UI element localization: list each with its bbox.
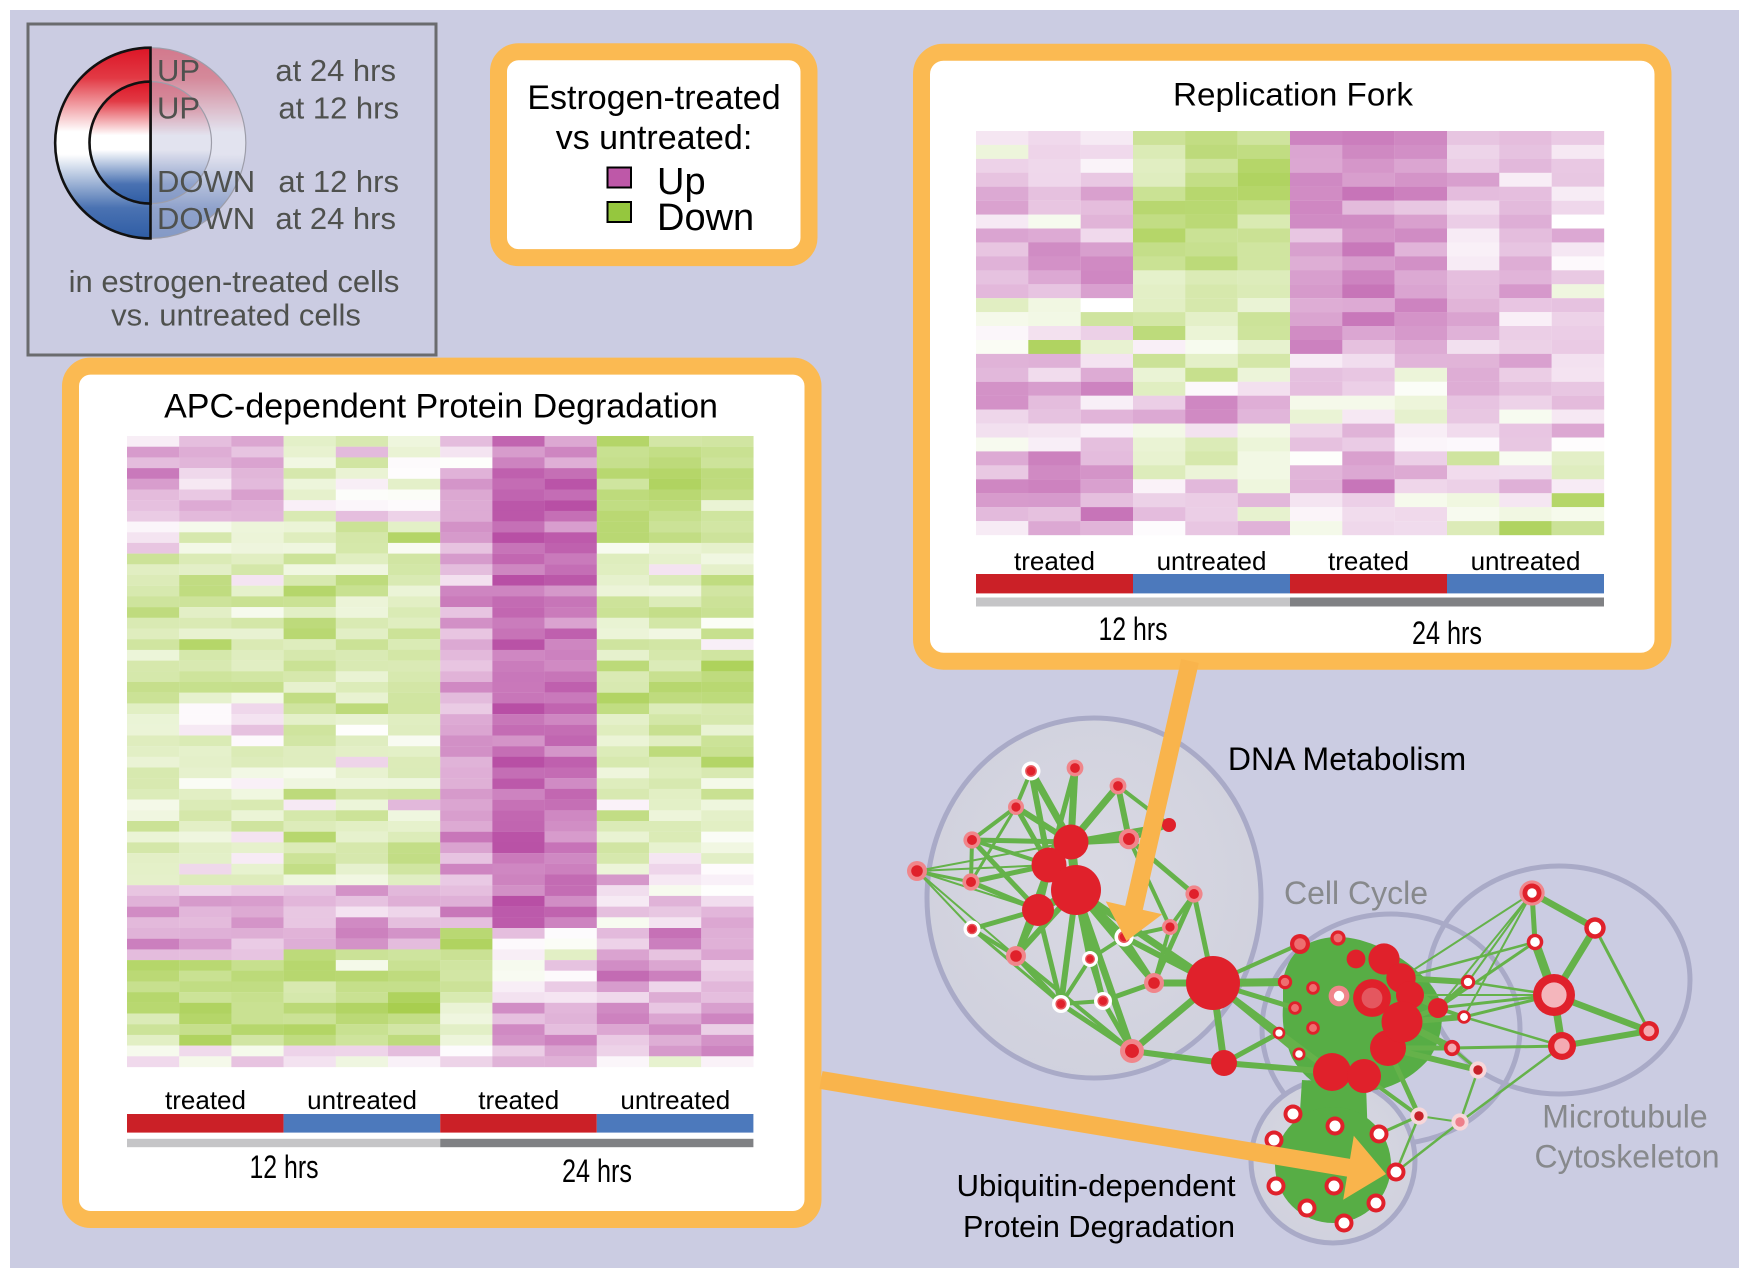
svg-text:treated: treated [1014, 546, 1095, 576]
svg-text:treated: treated [478, 1085, 559, 1115]
svg-text:Cytoskeleton: Cytoskeleton [1535, 1139, 1720, 1175]
svg-text:in estrogen-treated cells: in estrogen-treated cells [69, 264, 400, 299]
svg-text:UP: UP [157, 91, 200, 126]
svg-text:at 24 hrs: at 24 hrs [275, 53, 396, 88]
svg-text:UP: UP [157, 53, 200, 88]
svg-text:Ubiquitin-dependent: Ubiquitin-dependent [957, 1168, 1236, 1203]
svg-text:DOWN: DOWN [157, 164, 255, 199]
svg-text:12 hrs: 12 hrs [1099, 611, 1168, 647]
svg-text:vs. untreated cells: vs. untreated cells [111, 298, 361, 333]
svg-text:Cell Cycle: Cell Cycle [1284, 875, 1428, 911]
svg-text:untreated: untreated [1471, 546, 1581, 576]
svg-text:APC-dependent Protein Degradat: APC-dependent Protein Degradation [164, 388, 718, 426]
svg-text:treated: treated [1328, 546, 1409, 576]
svg-text:Down: Down [657, 197, 754, 239]
svg-text:untreated: untreated [620, 1085, 730, 1115]
svg-text:Protein Degradation: Protein Degradation [963, 1209, 1235, 1244]
svg-text:24 hrs: 24 hrs [1412, 615, 1482, 651]
svg-text:untreated: untreated [307, 1085, 417, 1115]
svg-text:Replication Fork: Replication Fork [1173, 77, 1414, 113]
svg-text:Microtubule: Microtubule [1542, 1099, 1707, 1135]
svg-text:Up: Up [657, 161, 706, 203]
svg-text:at 12 hrs: at 12 hrs [278, 91, 399, 126]
svg-text:24 hrs: 24 hrs [562, 1153, 632, 1189]
svg-text:at 12 hrs: at 12 hrs [278, 164, 399, 199]
svg-text:untreated: untreated [1157, 546, 1267, 576]
svg-text:treated: treated [165, 1085, 246, 1115]
svg-text:vs untreated:: vs untreated: [556, 119, 753, 157]
svg-text:DOWN: DOWN [157, 201, 255, 236]
svg-text:at 24 hrs: at 24 hrs [275, 201, 396, 236]
svg-text:DNA Metabolism: DNA Metabolism [1228, 741, 1466, 777]
svg-text:12 hrs: 12 hrs [250, 1149, 319, 1185]
svg-text:Estrogen-treated: Estrogen-treated [527, 79, 780, 117]
